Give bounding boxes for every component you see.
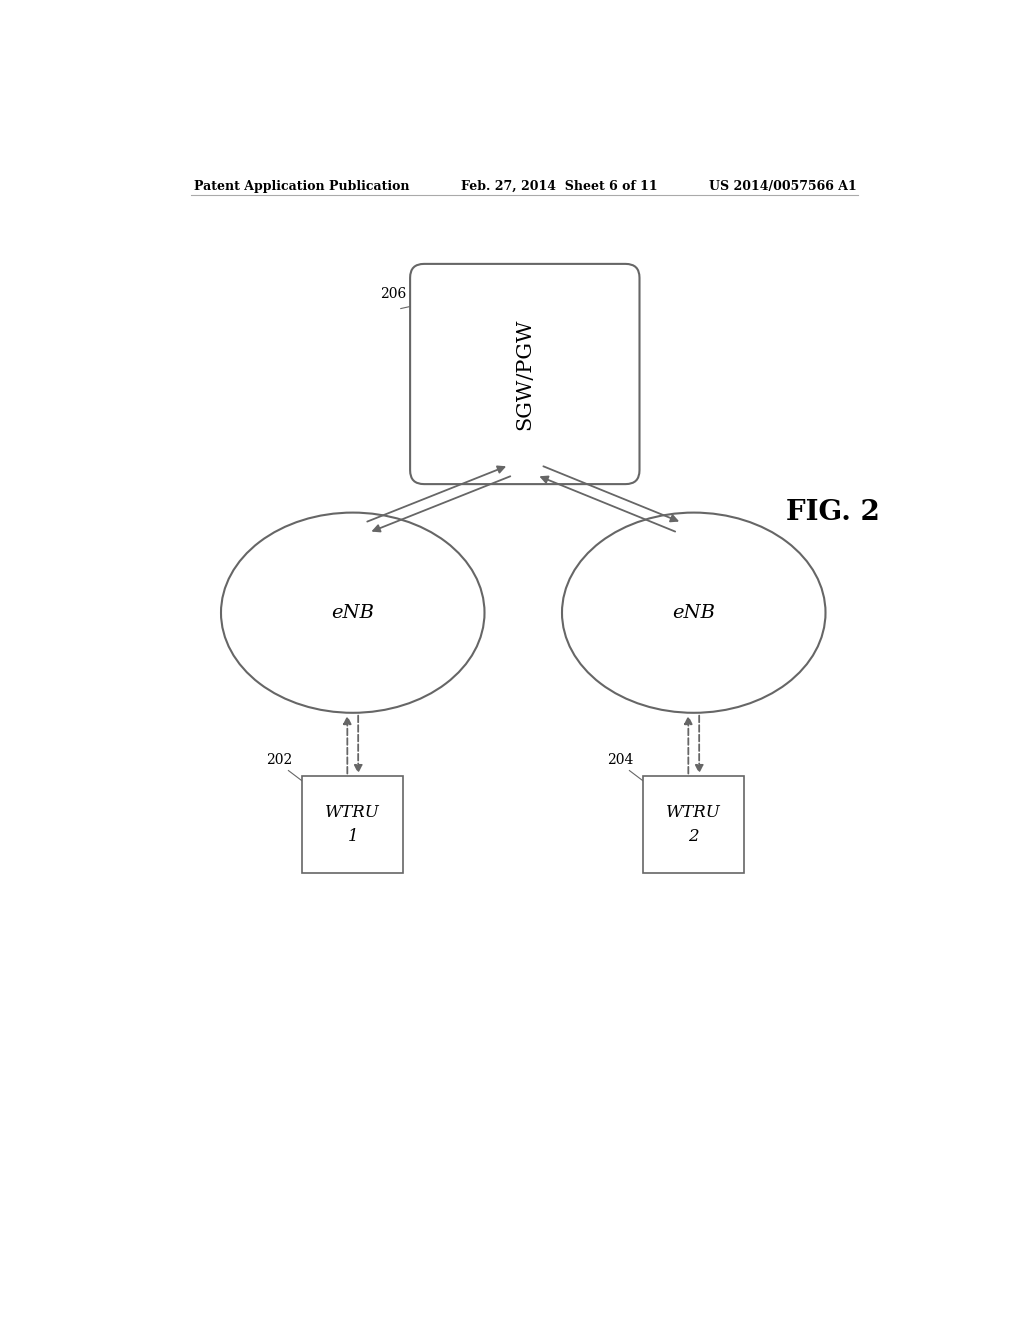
- Text: eNB: eNB: [672, 603, 715, 622]
- Text: eNB: eNB: [331, 603, 374, 622]
- Text: WTRU
2: WTRU 2: [667, 804, 721, 845]
- Text: SGW/PGW: SGW/PGW: [515, 318, 535, 430]
- Bar: [302, 776, 403, 873]
- FancyBboxPatch shape: [410, 264, 640, 484]
- Text: Feb. 27, 2014  Sheet 6 of 11: Feb. 27, 2014 Sheet 6 of 11: [461, 180, 657, 193]
- Text: FIG. 2: FIG. 2: [786, 499, 881, 527]
- Text: WTRU
1: WTRU 1: [326, 804, 380, 845]
- Ellipse shape: [562, 512, 825, 713]
- Text: 206: 206: [380, 286, 407, 301]
- Text: 204: 204: [607, 752, 633, 767]
- Text: 202: 202: [266, 752, 292, 767]
- Bar: [643, 776, 744, 873]
- Ellipse shape: [221, 512, 484, 713]
- Text: US 2014/0057566 A1: US 2014/0057566 A1: [710, 180, 857, 193]
- Text: Patent Application Publication: Patent Application Publication: [194, 180, 410, 193]
